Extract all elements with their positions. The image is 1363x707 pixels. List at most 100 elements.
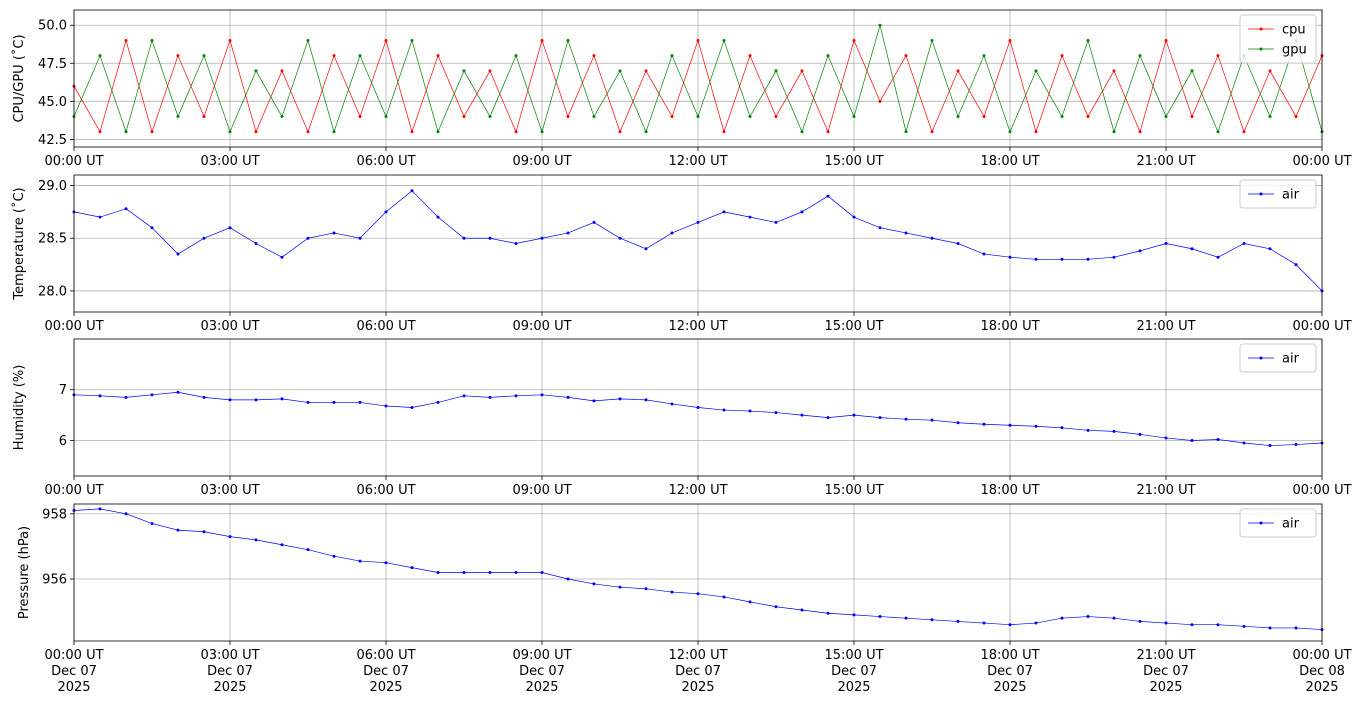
data-point	[176, 390, 180, 394]
data-point	[982, 115, 986, 119]
data-point	[1294, 115, 1298, 119]
data-point	[1008, 623, 1012, 627]
data-point	[1242, 624, 1246, 628]
data-point	[436, 400, 440, 404]
data-point	[98, 394, 102, 398]
data-point	[384, 210, 388, 214]
data-point	[1268, 69, 1272, 73]
data-point	[306, 130, 310, 134]
data-point	[228, 38, 232, 42]
x-tick-label: 09:00 UT	[512, 154, 571, 169]
data-point	[1034, 621, 1038, 625]
data-point	[150, 393, 154, 397]
data-point	[930, 236, 934, 240]
data-point	[566, 231, 570, 235]
data-point	[514, 242, 518, 245]
data-point	[956, 242, 960, 245]
data-point	[384, 115, 388, 119]
x-tick-label: 09:00 UT	[512, 483, 571, 498]
data-point	[930, 618, 934, 622]
data-point	[410, 130, 414, 134]
data-point	[774, 115, 778, 119]
legend-label: air	[1282, 352, 1300, 367]
data-point	[254, 538, 258, 542]
data-point	[904, 54, 908, 58]
data-point	[930, 130, 934, 134]
data-point	[358, 54, 362, 58]
data-point	[280, 255, 284, 259]
data-point	[566, 395, 570, 399]
data-point	[1164, 621, 1168, 625]
data-point	[1268, 115, 1272, 119]
data-point	[1190, 623, 1194, 627]
x-tick-label: 21:00 UT	[1136, 483, 1195, 498]
x-tick-label: 03:00 UT	[200, 483, 259, 498]
x-tick-label-line: 2025	[57, 680, 90, 695]
x-tick-label: 09:00 UT	[512, 319, 571, 334]
data-point	[462, 115, 466, 119]
data-point	[956, 421, 960, 425]
data-point	[696, 406, 700, 409]
x-tick-label: 12:00 UT	[668, 319, 727, 334]
x-tick-label: 21:00 UT Dec 07 2025	[1136, 648, 1195, 695]
data-point	[488, 236, 492, 240]
data-point	[1034, 69, 1038, 73]
data-point	[1008, 38, 1012, 42]
data-point	[644, 398, 648, 402]
data-point	[800, 210, 804, 214]
data-point	[618, 236, 622, 240]
data-point	[98, 130, 102, 134]
x-tick-label: 00:00 UT Dec 07 2025	[44, 648, 103, 695]
x-tick-label-line: 12:00 UT	[668, 648, 727, 663]
data-point	[748, 115, 752, 119]
data-point	[306, 400, 310, 404]
data-point	[332, 554, 336, 558]
data-point	[696, 38, 700, 42]
x-tick-label: 21:00 UT	[1136, 154, 1195, 169]
data-point	[1008, 423, 1012, 427]
legend-box	[1239, 508, 1317, 538]
x-tick-label: 15:00 UT Dec 07 2025	[824, 648, 883, 695]
data-point	[488, 115, 492, 119]
legend-label: gpu	[1282, 43, 1307, 58]
subplot: 00:00 UT 03:00 UT 06:00 UT 09:00 UT 12:00 UT…	[11, 174, 1352, 334]
data-point	[1164, 38, 1168, 42]
x-tick-label-line: Dec 07	[519, 664, 565, 679]
data-point	[956, 115, 960, 119]
data-point	[384, 38, 388, 42]
x-tick-label-line: 2025	[369, 680, 402, 695]
data-point	[1138, 619, 1142, 623]
subplot: 00:00 UT 03:00 UT 06:00 UT 09:00 UT 12:00 UT…	[12, 338, 1352, 498]
x-tick-label-line: 2025	[1305, 680, 1338, 695]
data-point	[982, 252, 986, 256]
data-point	[514, 394, 518, 398]
data-point	[514, 571, 518, 574]
x-tick-label: 12:00 UT Dec 07 2025	[668, 648, 727, 695]
data-point	[670, 231, 674, 235]
data-point	[436, 571, 440, 574]
data-point	[228, 535, 232, 539]
x-tick-label-line: Dec 07	[987, 664, 1033, 679]
data-point	[540, 130, 544, 134]
data-point	[410, 566, 414, 570]
data-point	[436, 215, 440, 219]
legend-label: cpu	[1282, 23, 1306, 38]
x-tick-label: 12:00 UT	[668, 154, 727, 169]
y-axis-label: CPU/GPU (˚C)	[11, 34, 27, 122]
data-point	[1190, 438, 1194, 442]
data-point	[800, 69, 804, 73]
axes-frame	[73, 503, 1323, 642]
data-point	[540, 571, 544, 574]
data-point	[748, 600, 752, 604]
x-tick-label: 03:00 UT Dec 07 2025	[200, 648, 259, 695]
y-tick-label: 45.0	[38, 95, 67, 110]
x-tick-label-line: Dec 07	[51, 664, 97, 679]
data-point	[306, 38, 310, 42]
data-point	[1216, 130, 1220, 134]
x-tick-label: 18:00 UT Dec 07 2025	[980, 648, 1039, 695]
data-point	[124, 130, 128, 134]
data-point	[254, 242, 258, 245]
x-tick-label: 06:00 UT	[356, 319, 415, 334]
data-point	[1034, 130, 1038, 134]
